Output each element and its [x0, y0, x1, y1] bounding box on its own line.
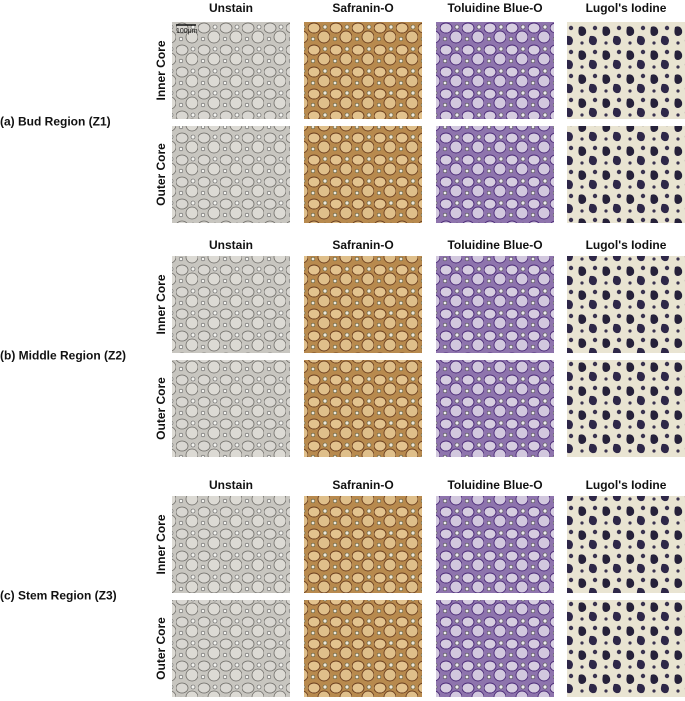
- column-header: Lugol's Iodine: [586, 238, 667, 252]
- row-label: Inner Core: [154, 274, 168, 334]
- micrograph: [567, 600, 685, 697]
- micrograph: [304, 256, 422, 353]
- micrograph: [304, 22, 422, 119]
- micrograph: [172, 256, 290, 353]
- micrograph: [304, 496, 422, 593]
- micrograph: [436, 496, 554, 593]
- column-header: Toluidine Blue-O: [447, 478, 542, 492]
- column-header: Unstain: [209, 238, 253, 252]
- micrograph: [567, 256, 685, 353]
- micrograph: [567, 496, 685, 593]
- row-label: Inner Core: [154, 514, 168, 574]
- row-label: Outer Core: [154, 377, 168, 440]
- micrograph: [304, 126, 422, 223]
- column-header: Safranin-O: [332, 238, 393, 252]
- micrograph: [172, 22, 290, 119]
- column-header: Toluidine Blue-O: [447, 1, 542, 15]
- region-label: (a) Bud Region (Z1): [0, 115, 111, 129]
- micrograph: [567, 360, 685, 457]
- micrograph: [436, 126, 554, 223]
- region-label: (b) Middle Region (Z2): [0, 349, 126, 363]
- micrograph: [436, 360, 554, 457]
- micrograph: [172, 496, 290, 593]
- row-label: Outer Core: [154, 143, 168, 206]
- column-header: Safranin-O: [332, 1, 393, 15]
- micrograph: [567, 126, 685, 223]
- column-header: Unstain: [209, 1, 253, 15]
- micrograph: [304, 360, 422, 457]
- column-header: Safranin-O: [332, 478, 393, 492]
- region-label: (c) Stem Region (Z3): [0, 589, 117, 603]
- micrograph: [436, 600, 554, 697]
- row-label: Inner Core: [154, 40, 168, 100]
- micrograph: [172, 126, 290, 223]
- micrograph: [172, 360, 290, 457]
- micrograph: [304, 600, 422, 697]
- scale-bar-label: 100μm: [176, 28, 198, 35]
- micrograph: [436, 256, 554, 353]
- micrograph: [567, 22, 685, 119]
- micrograph: [436, 22, 554, 119]
- column-header: Unstain: [209, 478, 253, 492]
- column-header: Lugol's Iodine: [586, 478, 667, 492]
- column-header: Lugol's Iodine: [586, 1, 667, 15]
- micrograph: [172, 600, 290, 697]
- column-header: Toluidine Blue-O: [447, 238, 542, 252]
- row-label: Outer Core: [154, 617, 168, 680]
